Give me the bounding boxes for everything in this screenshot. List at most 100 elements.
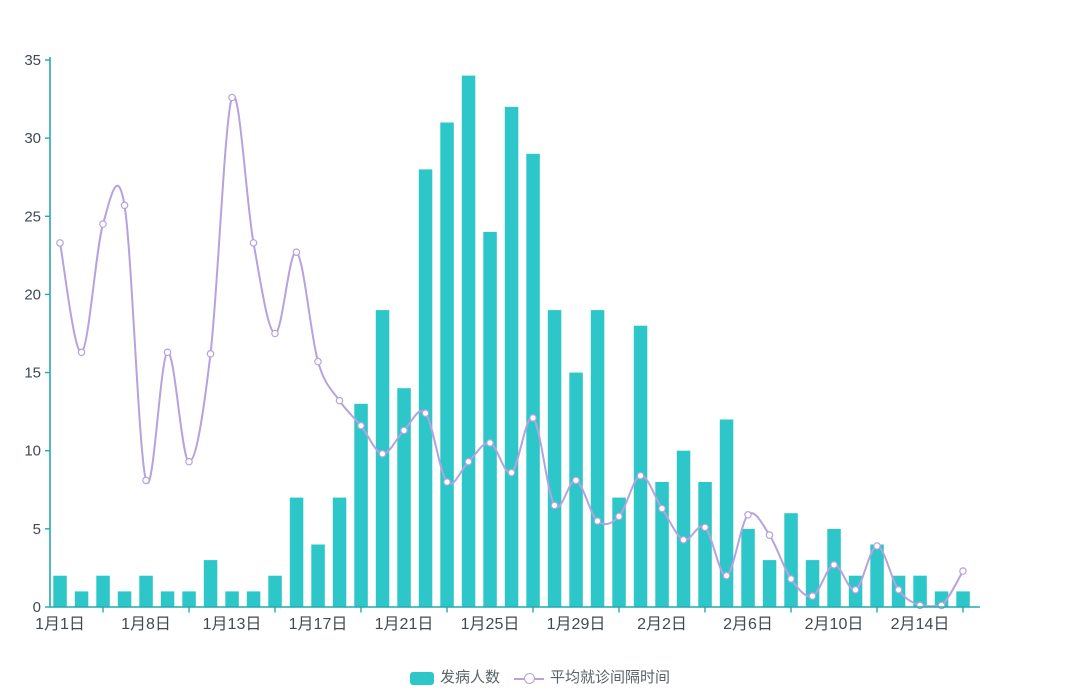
bar[interactable]	[289, 497, 304, 607]
bar[interactable]	[160, 591, 175, 607]
line-point[interactable]	[335, 396, 344, 405]
x-axis-label: 1月21日	[375, 616, 434, 633]
line-point[interactable]	[378, 449, 387, 458]
line-point[interactable]	[507, 468, 516, 477]
bar[interactable]	[418, 169, 433, 607]
line-point[interactable]	[249, 239, 258, 247]
line-point[interactable]	[593, 517, 602, 525]
line-point[interactable]	[314, 357, 322, 366]
hollow-circle-icon	[524, 672, 535, 684]
y-axis-label: 20	[24, 286, 41, 303]
line-point[interactable]	[443, 478, 451, 486]
bar[interactable]	[440, 122, 454, 608]
line-series-icon	[514, 672, 544, 685]
line-point[interactable]	[744, 510, 752, 519]
line-point[interactable]	[615, 512, 623, 521]
y-axis-label: 5	[33, 521, 41, 538]
bar[interactable]	[483, 231, 497, 607]
bar[interactable]	[96, 575, 110, 607]
line-point[interactable]	[636, 471, 645, 480]
x-axis-label: 2月10日	[805, 616, 864, 633]
bar[interactable]	[526, 153, 540, 608]
bar[interactable]	[246, 591, 261, 607]
line-point[interactable]	[206, 349, 215, 358]
legend-label-interval: 平均就诊间隔时间	[550, 669, 671, 686]
line-point[interactable]	[550, 501, 559, 510]
bar[interactable]	[354, 403, 368, 607]
bar[interactable]	[569, 372, 583, 607]
y-axis-label: 15	[24, 365, 41, 382]
line-point[interactable]	[120, 201, 129, 210]
line-point[interactable]	[486, 439, 494, 447]
bar[interactable]	[504, 106, 519, 608]
legend-item-cases[interactable]: 发病人数	[409, 669, 500, 686]
bar[interactable]	[268, 575, 282, 607]
line-point[interactable]	[959, 567, 967, 575]
bar[interactable]	[956, 591, 970, 607]
bar[interactable]	[375, 310, 390, 607]
bar[interactable]	[762, 560, 777, 607]
bar[interactable]	[311, 544, 325, 608]
bar[interactable]	[805, 560, 820, 607]
x-axis-label: 2月2日	[637, 616, 687, 633]
line-point[interactable]	[658, 504, 666, 513]
line-point[interactable]	[851, 585, 860, 594]
line-point[interactable]	[572, 476, 580, 485]
bar[interactable]	[870, 544, 884, 608]
line-point[interactable]	[56, 239, 64, 247]
line-point[interactable]	[464, 457, 473, 466]
bar[interactable]	[74, 591, 89, 607]
line-point[interactable]	[77, 348, 86, 357]
x-axis-label: 1月29日	[547, 616, 606, 633]
line-point[interactable]	[400, 426, 408, 435]
legend-item-interval[interactable]: 平均就诊间隔时间	[514, 670, 670, 686]
bar[interactable]	[117, 591, 132, 607]
bar[interactable]	[332, 497, 347, 607]
line-point[interactable]	[271, 329, 279, 338]
line-point[interactable]	[894, 585, 903, 594]
line-point[interactable]	[701, 523, 709, 532]
line-point[interactable]	[679, 535, 688, 544]
line-point[interactable]	[722, 571, 731, 580]
line-point[interactable]	[292, 248, 301, 257]
line-point[interactable]	[529, 414, 537, 422]
legend: 发病人数 平均就诊间隔时间	[0, 665, 1080, 691]
y-axis-label: 25	[24, 208, 41, 225]
x-axis-label: 1月8日	[121, 616, 171, 633]
line-point[interactable]	[142, 476, 150, 485]
bar[interactable]	[225, 591, 239, 607]
x-axis-label: 1月1日	[35, 616, 85, 633]
line-point[interactable]	[421, 409, 430, 418]
line-point[interactable]	[830, 560, 838, 569]
x-axis-label: 1月25日	[461, 616, 520, 633]
line-point[interactable]	[228, 93, 236, 102]
bar[interactable]	[784, 513, 798, 607]
line-point[interactable]	[185, 457, 193, 466]
bar[interactable]	[461, 75, 476, 608]
line-point[interactable]	[765, 531, 774, 539]
bar[interactable]	[612, 497, 626, 607]
line-point[interactable]	[163, 348, 172, 357]
bar[interactable]	[741, 528, 755, 607]
bar[interactable]	[182, 591, 196, 607]
line-point[interactable]	[873, 542, 881, 550]
bar[interactable]	[590, 310, 605, 607]
bar[interactable]	[139, 575, 153, 607]
bar[interactable]	[53, 575, 67, 607]
y-axis-label: 35	[24, 52, 41, 69]
line-point[interactable]	[808, 592, 817, 600]
bar[interactable]	[633, 325, 648, 607]
bar[interactable]	[698, 482, 712, 607]
bar[interactable]	[203, 560, 218, 607]
line-point[interactable]	[787, 575, 795, 583]
bar[interactable]	[397, 388, 411, 607]
bar[interactable]	[913, 575, 927, 607]
y-axis-label: 30	[24, 130, 41, 147]
bar[interactable]	[547, 310, 562, 607]
bar[interactable]	[676, 450, 691, 607]
line-point[interactable]	[357, 421, 365, 430]
bar[interactable]	[719, 419, 734, 608]
legend-label-cases: 发病人数	[439, 669, 500, 686]
line-point[interactable]	[99, 220, 107, 228]
